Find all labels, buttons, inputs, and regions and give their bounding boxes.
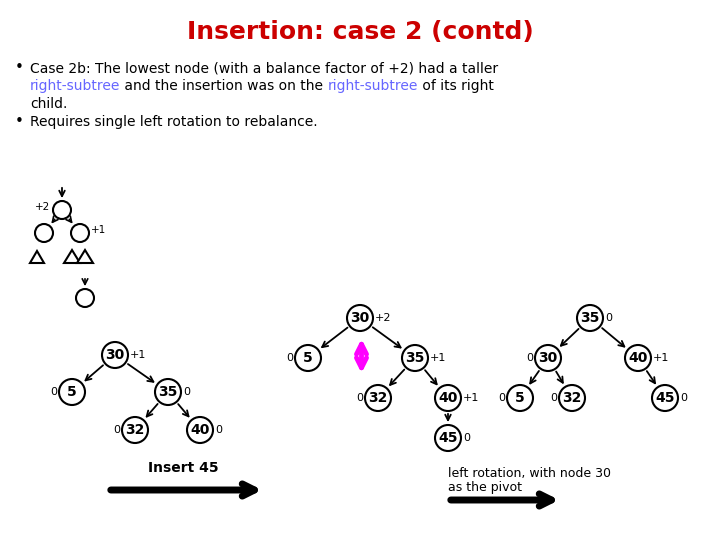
Text: right-subtree: right-subtree [30,79,120,93]
Text: •: • [15,60,24,76]
Circle shape [559,385,585,411]
Circle shape [76,289,94,307]
Circle shape [507,385,533,411]
Circle shape [625,345,651,371]
Text: 40: 40 [438,391,458,405]
Text: +1: +1 [430,353,446,363]
Text: of its right: of its right [418,79,494,93]
Circle shape [365,385,391,411]
Text: 40: 40 [629,351,648,365]
Circle shape [59,379,85,405]
Text: 0: 0 [215,425,222,435]
Text: +1: +1 [653,353,670,363]
Text: 35: 35 [158,385,178,399]
Circle shape [187,417,213,443]
Polygon shape [77,250,93,263]
Text: +1: +1 [130,350,146,360]
Text: as the pivot: as the pivot [448,482,522,495]
Text: 5: 5 [515,391,525,405]
Text: 0: 0 [183,387,190,397]
Text: 32: 32 [562,391,582,405]
Text: +1: +1 [463,393,480,403]
Circle shape [295,345,321,371]
Circle shape [535,345,561,371]
Circle shape [102,342,128,368]
Text: 0: 0 [605,313,612,323]
Circle shape [155,379,181,405]
Text: +2: +2 [35,202,50,212]
Text: Insert 45: Insert 45 [148,461,218,475]
Text: +1: +1 [91,225,107,235]
Polygon shape [30,251,44,263]
Text: 32: 32 [369,391,387,405]
Circle shape [402,345,428,371]
Polygon shape [64,250,80,263]
Text: right-subtree: right-subtree [328,79,418,93]
Text: 40: 40 [190,423,210,437]
Text: Case 2b: The lowest node (with a balance factor of +2) had a taller: Case 2b: The lowest node (with a balance… [30,61,498,75]
Text: •: • [15,114,24,130]
Circle shape [71,224,89,242]
Text: 0: 0 [50,387,57,397]
Text: 0: 0 [356,393,363,403]
Text: 0: 0 [498,393,505,403]
Text: 0: 0 [463,433,470,443]
Text: 0: 0 [550,393,557,403]
Text: left rotation, with node 30: left rotation, with node 30 [448,467,611,480]
Circle shape [35,224,53,242]
Text: 0: 0 [680,393,687,403]
Text: 35: 35 [405,351,425,365]
Text: 30: 30 [351,311,369,325]
Circle shape [435,425,461,451]
Text: child.: child. [30,97,68,111]
Circle shape [122,417,148,443]
Circle shape [347,305,373,331]
Text: 0: 0 [526,353,533,363]
Text: 5: 5 [303,351,313,365]
Text: 45: 45 [655,391,675,405]
Text: 35: 35 [580,311,600,325]
Text: Insertion: case 2 (contd): Insertion: case 2 (contd) [186,20,534,44]
Text: 0: 0 [286,353,293,363]
Circle shape [435,385,461,411]
Text: 30: 30 [105,348,125,362]
Text: +2: +2 [375,313,392,323]
Text: Requires single left rotation to rebalance.: Requires single left rotation to rebalan… [30,115,318,129]
Text: 0: 0 [113,425,120,435]
Circle shape [53,201,71,219]
Text: 32: 32 [125,423,145,437]
Text: 45: 45 [438,431,458,445]
Text: 30: 30 [539,351,557,365]
Text: 5: 5 [67,385,77,399]
Circle shape [652,385,678,411]
Text: and the insertion was on the: and the insertion was on the [120,79,328,93]
Circle shape [577,305,603,331]
